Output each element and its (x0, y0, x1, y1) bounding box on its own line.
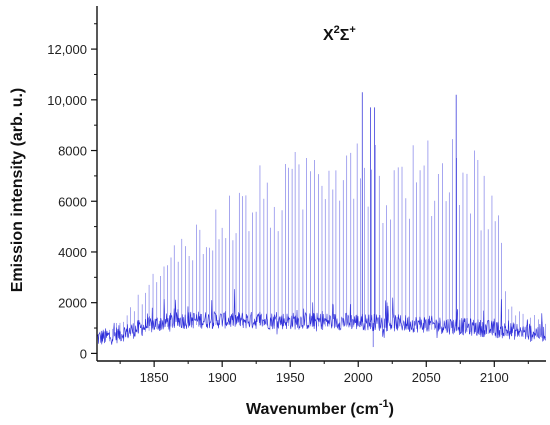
y-tick-label: 4000 (58, 245, 87, 260)
x-tick-label: 2050 (412, 370, 441, 385)
y-tick-label: 8000 (58, 144, 87, 159)
x-tick-label: 1850 (140, 370, 169, 385)
y-tick-label: 12,000 (47, 42, 87, 57)
plot-area (97, 92, 546, 348)
x-axis-title: Wavenumber (cm-1) (246, 398, 394, 418)
x-tick-label: 1950 (276, 370, 305, 385)
y-tick-label: 6000 (58, 194, 87, 209)
y-axis-title: Emission intensity (arb. u.) (9, 88, 26, 292)
y-tick-label: 10,000 (47, 93, 87, 108)
x-tick-label: 2100 (480, 370, 509, 385)
electronic-state-label: X2Σ+ (323, 24, 356, 44)
x-tick-label: 1900 (208, 370, 237, 385)
y-tick-label: 0 (80, 346, 87, 361)
y-tick-label: 2000 (58, 296, 87, 311)
x-tick-label: 2000 (344, 370, 373, 385)
axes: 1850 1900 1950 2000 2050 2100 0 2000 4000 6000 800… (47, 6, 546, 385)
spectrum-noise-trace (97, 289, 546, 345)
